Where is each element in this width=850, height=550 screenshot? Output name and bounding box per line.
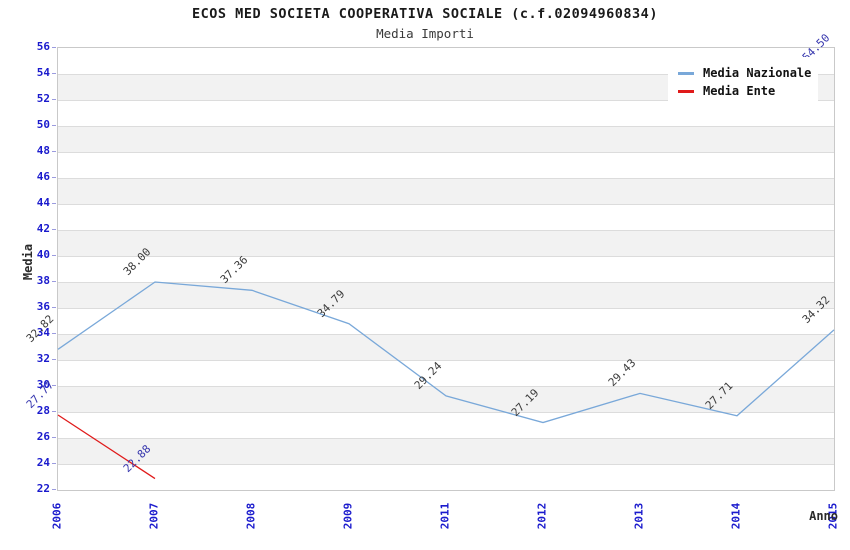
gridline <box>58 230 834 231</box>
plot-band <box>58 178 834 204</box>
y-axis-title: Media <box>21 243 35 281</box>
y-tick-label: 24 <box>36 456 50 469</box>
series-line-media-nazionale <box>57 281 835 424</box>
y-tick-label: 42 <box>36 222 50 235</box>
gridline <box>58 334 834 335</box>
x-tick-label: 2011 <box>438 502 452 530</box>
plot-band <box>58 360 834 386</box>
y-tick-label: 26 <box>36 430 50 443</box>
y-tick-mark <box>52 333 56 334</box>
plot-band <box>58 126 834 152</box>
gridline <box>58 386 834 387</box>
legend-label: Media Ente <box>703 84 776 98</box>
data-point-label: 32.82 <box>23 312 57 346</box>
gridline <box>58 360 834 361</box>
gridline <box>58 152 834 153</box>
y-tick-label: 48 <box>36 144 50 157</box>
plot-band <box>58 230 834 256</box>
gridline <box>58 438 834 439</box>
x-tick-label: 2006 <box>50 502 64 530</box>
gridline <box>58 204 834 205</box>
legend: Media Nazionale Media Ente <box>668 57 818 107</box>
y-tick-mark <box>52 229 56 230</box>
x-tick-label: 2009 <box>341 502 355 530</box>
gridline <box>58 126 834 127</box>
y-tick-mark <box>52 177 56 178</box>
y-tick-mark <box>52 151 56 152</box>
gridline <box>58 412 834 413</box>
legend-item: Media Nazionale <box>678 64 818 82</box>
y-tick-label: 50 <box>36 118 50 131</box>
y-tick-mark <box>52 437 56 438</box>
y-tick-mark <box>52 307 56 308</box>
gridline <box>58 308 834 309</box>
plot-band <box>58 438 834 464</box>
x-axis-title: Anno <box>809 509 838 523</box>
plot-band <box>58 464 834 490</box>
series-line-media-ente <box>57 414 156 480</box>
legend-item: Media Ente <box>678 82 818 100</box>
x-tick-label: 2008 <box>244 502 258 530</box>
plot-band <box>58 204 834 230</box>
y-tick-mark <box>52 125 56 126</box>
plot-band <box>58 256 834 282</box>
y-tick-mark <box>52 385 56 386</box>
plot-band <box>58 334 834 360</box>
y-tick-label: 36 <box>36 300 50 313</box>
plot-band <box>58 308 834 334</box>
y-tick-label: 32 <box>36 352 50 365</box>
plot-band <box>58 282 834 308</box>
y-tick-mark <box>52 255 56 256</box>
gridline <box>58 256 834 257</box>
chart-subtitle: Media Importi <box>376 26 474 41</box>
y-tick-label: 56 <box>36 40 50 53</box>
plot-area <box>57 47 835 491</box>
y-tick-label: 44 <box>36 196 50 209</box>
y-tick-label: 22 <box>36 482 50 495</box>
y-tick-label: 40 <box>36 248 50 261</box>
y-tick-mark <box>52 463 56 464</box>
series-lines <box>57 281 835 480</box>
y-tick-label: 30 <box>36 378 50 391</box>
y-tick-mark <box>52 411 56 412</box>
gridline <box>58 464 834 465</box>
y-tick-label: 52 <box>36 92 50 105</box>
y-tick-mark <box>52 489 56 490</box>
y-tick-label: 38 <box>36 274 50 287</box>
gridline <box>58 100 834 101</box>
y-tick-mark <box>52 73 56 74</box>
y-tick-mark <box>52 47 56 48</box>
x-tick-label: 2007 <box>147 502 161 530</box>
x-tick-label: 2013 <box>632 502 646 530</box>
gridline <box>58 178 834 179</box>
plot-band <box>58 152 834 178</box>
x-tick-label: 2014 <box>729 502 743 530</box>
y-tick-label: 34 <box>36 326 50 339</box>
legend-swatch <box>678 71 694 75</box>
y-tick-label: 46 <box>36 170 50 183</box>
y-tick-mark <box>52 203 56 204</box>
legend-swatch <box>678 89 694 93</box>
y-tick-mark <box>52 359 56 360</box>
gridline <box>58 282 834 283</box>
x-tick-label: 2012 <box>535 502 549 530</box>
chart-title: ECOS MED SOCIETA COOPERATIVA SOCIALE (c.… <box>192 6 658 22</box>
plot-band <box>58 412 834 438</box>
y-tick-label: 28 <box>36 404 50 417</box>
y-tick-mark <box>52 281 56 282</box>
legend-label: Media Nazionale <box>703 66 812 80</box>
y-tick-mark <box>52 99 56 100</box>
y-tick-label: 54 <box>36 66 50 79</box>
gridline <box>58 74 834 75</box>
